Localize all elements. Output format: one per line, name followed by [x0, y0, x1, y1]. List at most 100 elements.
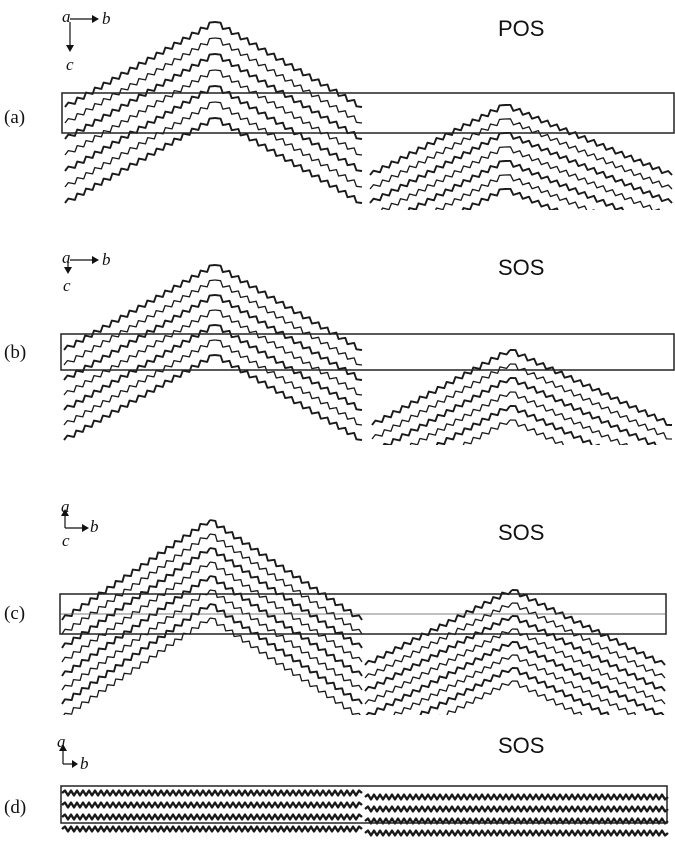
molecule-chain — [435, 405, 511, 445]
axis-a-label: a — [62, 7, 71, 26]
crystal-structure-a: a b c — [61, 7, 675, 210]
molecule-chain — [209, 547, 363, 649]
crystal-structure-d: a b — [57, 735, 669, 837]
molecule-chain — [511, 615, 666, 692]
panel-label-b: (b) — [4, 342, 27, 363]
panel-title-c: SOS — [498, 520, 545, 545]
molecule-chain — [61, 575, 211, 677]
molecule-chain — [382, 377, 511, 445]
molecule-layer — [364, 829, 669, 837]
molecule-chain — [61, 519, 211, 621]
axis-c-label: c — [63, 276, 71, 295]
molecule-chain — [214, 117, 363, 204]
molecule-chain — [369, 118, 506, 190]
molecule-chain — [214, 309, 363, 396]
molecule-chain — [64, 53, 216, 140]
molecule-chain — [209, 617, 361, 715]
axis-indicator-b: a b c — [62, 248, 111, 295]
molecule-layer — [61, 813, 363, 821]
molecule-chain — [61, 561, 211, 663]
panel-title-b: SOS — [498, 255, 545, 280]
molecule-chain — [511, 667, 610, 715]
molecule-chain — [64, 85, 216, 172]
crystal-structure-c: a b c — [59, 500, 667, 715]
axis-indicator-d: a b — [57, 735, 89, 773]
axis-c-label: c — [62, 531, 70, 550]
molecule-chain — [381, 146, 506, 210]
molecule-chain — [209, 603, 363, 705]
panel-label-a: (a) — [4, 107, 26, 128]
molecule-chain — [63, 294, 216, 381]
molecule-chain — [511, 680, 583, 715]
axis-b-label: b — [80, 754, 89, 773]
molecule-chain — [214, 85, 363, 172]
unit-cell-a — [61, 92, 675, 134]
molecular-chains-b — [63, 264, 673, 445]
axis-a-label: a — [57, 735, 66, 751]
molecule-chain — [61, 589, 211, 691]
molecule-chain — [511, 641, 665, 715]
molecule-chain — [409, 391, 511, 445]
axis-b-label: b — [102, 250, 111, 269]
unit-cell-d — [60, 785, 668, 824]
molecule-chain — [511, 654, 637, 715]
molecule-chain — [64, 69, 216, 156]
axis-a-label: a — [61, 500, 70, 516]
molecule-chain — [504, 159, 625, 210]
molecule-chain — [371, 363, 511, 440]
molecule-chain — [509, 377, 657, 445]
molecule-chain — [461, 188, 506, 210]
molecule-chain — [419, 667, 513, 715]
molecule-chain — [369, 132, 506, 204]
molecule-chain — [364, 628, 513, 705]
molecule-layer — [61, 789, 363, 797]
panel-title-d: SOS — [498, 733, 545, 758]
molecule-chain — [64, 101, 216, 188]
molecule-chain — [214, 53, 363, 140]
panel-c: a b c (c) SOS — [0, 500, 675, 715]
molecule-chain — [209, 561, 363, 663]
panel-title-a: POS — [498, 16, 545, 41]
molecule-chain — [504, 146, 661, 210]
molecule-chain — [61, 533, 211, 635]
axis-indicator-c: a b c — [61, 500, 99, 550]
molecule-chain — [509, 391, 628, 445]
molecule-chain — [369, 104, 506, 176]
molecule-chain — [214, 264, 363, 351]
molecule-chain — [61, 547, 211, 649]
molecule-chain — [364, 602, 513, 679]
molecule-chain — [511, 628, 666, 705]
molecule-chain — [509, 419, 565, 445]
molecule-chain — [504, 187, 559, 210]
axis-b-label: b — [90, 517, 99, 536]
molecular-chains-a — [64, 21, 673, 210]
molecule-chain — [63, 324, 216, 411]
molecule-chain — [61, 603, 211, 705]
crystal-structure-b: a b c — [60, 248, 675, 445]
molecule-chain — [209, 533, 363, 635]
molecule-chain — [64, 117, 216, 204]
molecule-chain — [63, 354, 216, 441]
molecule-chain — [63, 339, 216, 426]
molecule-chain — [214, 354, 363, 441]
molecule-chain — [209, 519, 363, 621]
molecule-chain — [214, 324, 363, 411]
molecule-chain — [509, 405, 601, 445]
molecule-chain — [364, 615, 513, 692]
molecule-chain — [504, 131, 673, 204]
molecule-chain — [393, 654, 513, 715]
molecule-layer — [364, 805, 669, 813]
molecule-chain — [504, 174, 595, 210]
panel-label-c: (c) — [4, 603, 26, 624]
molecule-chain — [63, 264, 216, 351]
molecule-chain — [509, 349, 673, 426]
molecule-chain — [214, 69, 363, 156]
molecular-chains-c — [61, 519, 666, 715]
molecule-layer — [61, 801, 363, 809]
molecule-chain — [63, 279, 216, 366]
molecule-chain — [462, 419, 511, 445]
molecule-chain — [214, 294, 363, 381]
axis-c-label: c — [66, 55, 74, 74]
molecule-chain — [209, 589, 363, 691]
panel-d: a b (d) SOS — [0, 733, 675, 841]
